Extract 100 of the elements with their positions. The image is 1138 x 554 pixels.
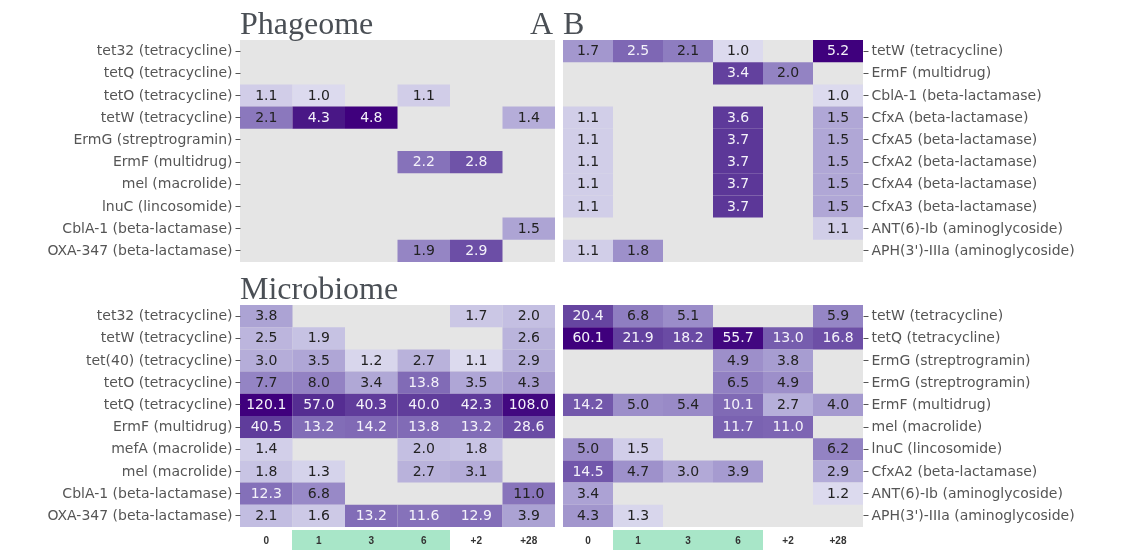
data-label: 40.5	[250, 418, 282, 435]
data-label: 1.0	[307, 86, 330, 103]
y-tick-label: CfxA3 (beta-lactamase)	[871, 197, 1038, 214]
data-label: 1.5	[517, 219, 540, 236]
data-label: 2.1	[255, 108, 278, 125]
data-label: 12.3	[250, 484, 282, 501]
data-label: 1.7	[576, 42, 600, 59]
data-label: 1.5	[826, 197, 850, 214]
data-label: 5.4	[676, 395, 700, 412]
data-label: 2.0	[776, 64, 800, 81]
data-label: 2.5	[255, 329, 278, 346]
data-label: 3.5	[465, 373, 488, 390]
y-tick-label: lnuC (lincosomide)	[101, 197, 233, 214]
data-label: 1.9	[307, 329, 330, 346]
data-label: 13.8	[408, 373, 440, 390]
data-label: 60.1	[572, 329, 604, 346]
data-label: 7.7	[255, 373, 278, 390]
data-label: 1.5	[826, 130, 850, 147]
data-label: 2.1	[676, 42, 700, 59]
data-label: 3.6	[726, 108, 750, 125]
data-label: 2.7	[412, 462, 435, 479]
data-label: 3.8	[255, 307, 278, 324]
data-label: 3.1	[465, 462, 488, 479]
data-label: 5.0	[626, 395, 650, 412]
x-tick-label: 6	[735, 534, 742, 546]
y-tick-label: tetQ (tetracycline)	[103, 64, 233, 81]
data-label: 2.0	[517, 307, 540, 324]
x-tick-label: 3	[685, 534, 692, 546]
data-label: 3.7	[726, 175, 750, 192]
data-label: 11.6	[408, 506, 440, 523]
data-label: 4.9	[776, 373, 800, 390]
y-tick-label: CfxA5 (beta-lactamase)	[871, 130, 1038, 147]
data-label: 1.7	[465, 307, 488, 324]
x-tick-label: 1	[635, 534, 642, 546]
data-label: 3.4	[360, 373, 383, 390]
data-label: 108.0	[508, 395, 549, 412]
data-label: 4.3	[576, 506, 600, 523]
data-label: 2.6	[517, 329, 540, 346]
data-label: 10.1	[722, 395, 754, 412]
data-label: 2.7	[412, 351, 435, 368]
data-label: 2.5	[626, 42, 650, 59]
data-label: 1.1	[826, 219, 850, 236]
data-label: 14.5	[572, 462, 604, 479]
data-label: 3.7	[726, 197, 750, 214]
data-label: 6.5	[726, 373, 750, 390]
data-label: 1.6	[307, 506, 330, 523]
data-label: 120.1	[246, 395, 287, 412]
y-tick-label: tetO (tetracycline)	[103, 86, 233, 103]
data-label: 1.1	[412, 86, 435, 103]
data-label: 21.9	[622, 329, 654, 346]
data-label: 28.6	[513, 418, 545, 435]
data-label: 13.2	[303, 418, 335, 435]
data-label: 1.5	[826, 175, 850, 192]
data-label: 18.2	[672, 329, 704, 346]
data-label: 2.7	[776, 395, 800, 412]
y-tick-label: mel (macrolide)	[871, 418, 983, 435]
y-tick-label: tetQ (tetracycline)	[103, 395, 233, 412]
data-label: 2.9	[517, 351, 540, 368]
data-label: 20.4	[572, 307, 604, 324]
y-tick-label: mefA (macrolide)	[111, 440, 233, 457]
data-label: 1.4	[517, 108, 540, 125]
y-tick-label: ErmF (multidrug)	[112, 418, 233, 435]
data-label: 1.5	[826, 108, 850, 125]
y-tick-label: ErmG (streptrogramin)	[73, 130, 233, 147]
data-label: 1.1	[576, 241, 600, 258]
data-label: 1.5	[626, 440, 650, 457]
x-tick-label: +28	[520, 534, 538, 546]
data-label: 4.3	[517, 373, 540, 390]
data-label: 3.4	[726, 64, 750, 81]
data-label: 3.9	[726, 462, 750, 479]
data-label: 1.3	[307, 462, 330, 479]
data-label: 4.3	[307, 108, 330, 125]
data-label: 6.2	[826, 440, 850, 457]
data-label: 3.9	[517, 506, 540, 523]
data-label: 1.1	[576, 175, 600, 192]
data-label: 40.3	[355, 395, 387, 412]
data-label: 6.8	[626, 307, 650, 324]
x-tick-label: +2	[470, 534, 483, 546]
y-tick-label: ANT(6)-Ib (aminoglycoside)	[871, 219, 1063, 236]
y-tick-label: mel (macrolide)	[121, 175, 233, 192]
y-tick-label: APH(3')-IIIa (aminoglycoside)	[871, 241, 1075, 258]
y-tick-label: APH(3')-IIIa (aminoglycoside)	[871, 506, 1075, 523]
chart-title: Phageome	[240, 5, 374, 41]
data-label: 5.9	[826, 307, 850, 324]
data-label: 11.7	[722, 418, 754, 435]
data-label: 2.8	[465, 153, 488, 170]
y-tick-label: tetW (tetracycline)	[100, 108, 233, 125]
data-label: 3.7	[726, 130, 750, 147]
data-label: 1.9	[412, 241, 435, 258]
y-tick-label: ErmF (multidrug)	[871, 395, 992, 412]
y-tick-label: CfxA (beta-lactamase)	[871, 108, 1029, 125]
y-tick-label: lnuC (lincosomide)	[871, 440, 1003, 457]
data-label: 1.5	[826, 153, 850, 170]
data-label: 1.8	[255, 462, 278, 479]
data-label: 1.1	[576, 130, 600, 147]
data-label: 1.1	[255, 86, 278, 103]
data-label: 11.0	[772, 418, 804, 435]
chart-title: B	[563, 5, 585, 41]
data-label: 2.2	[412, 153, 435, 170]
data-label: 2.1	[255, 506, 278, 523]
